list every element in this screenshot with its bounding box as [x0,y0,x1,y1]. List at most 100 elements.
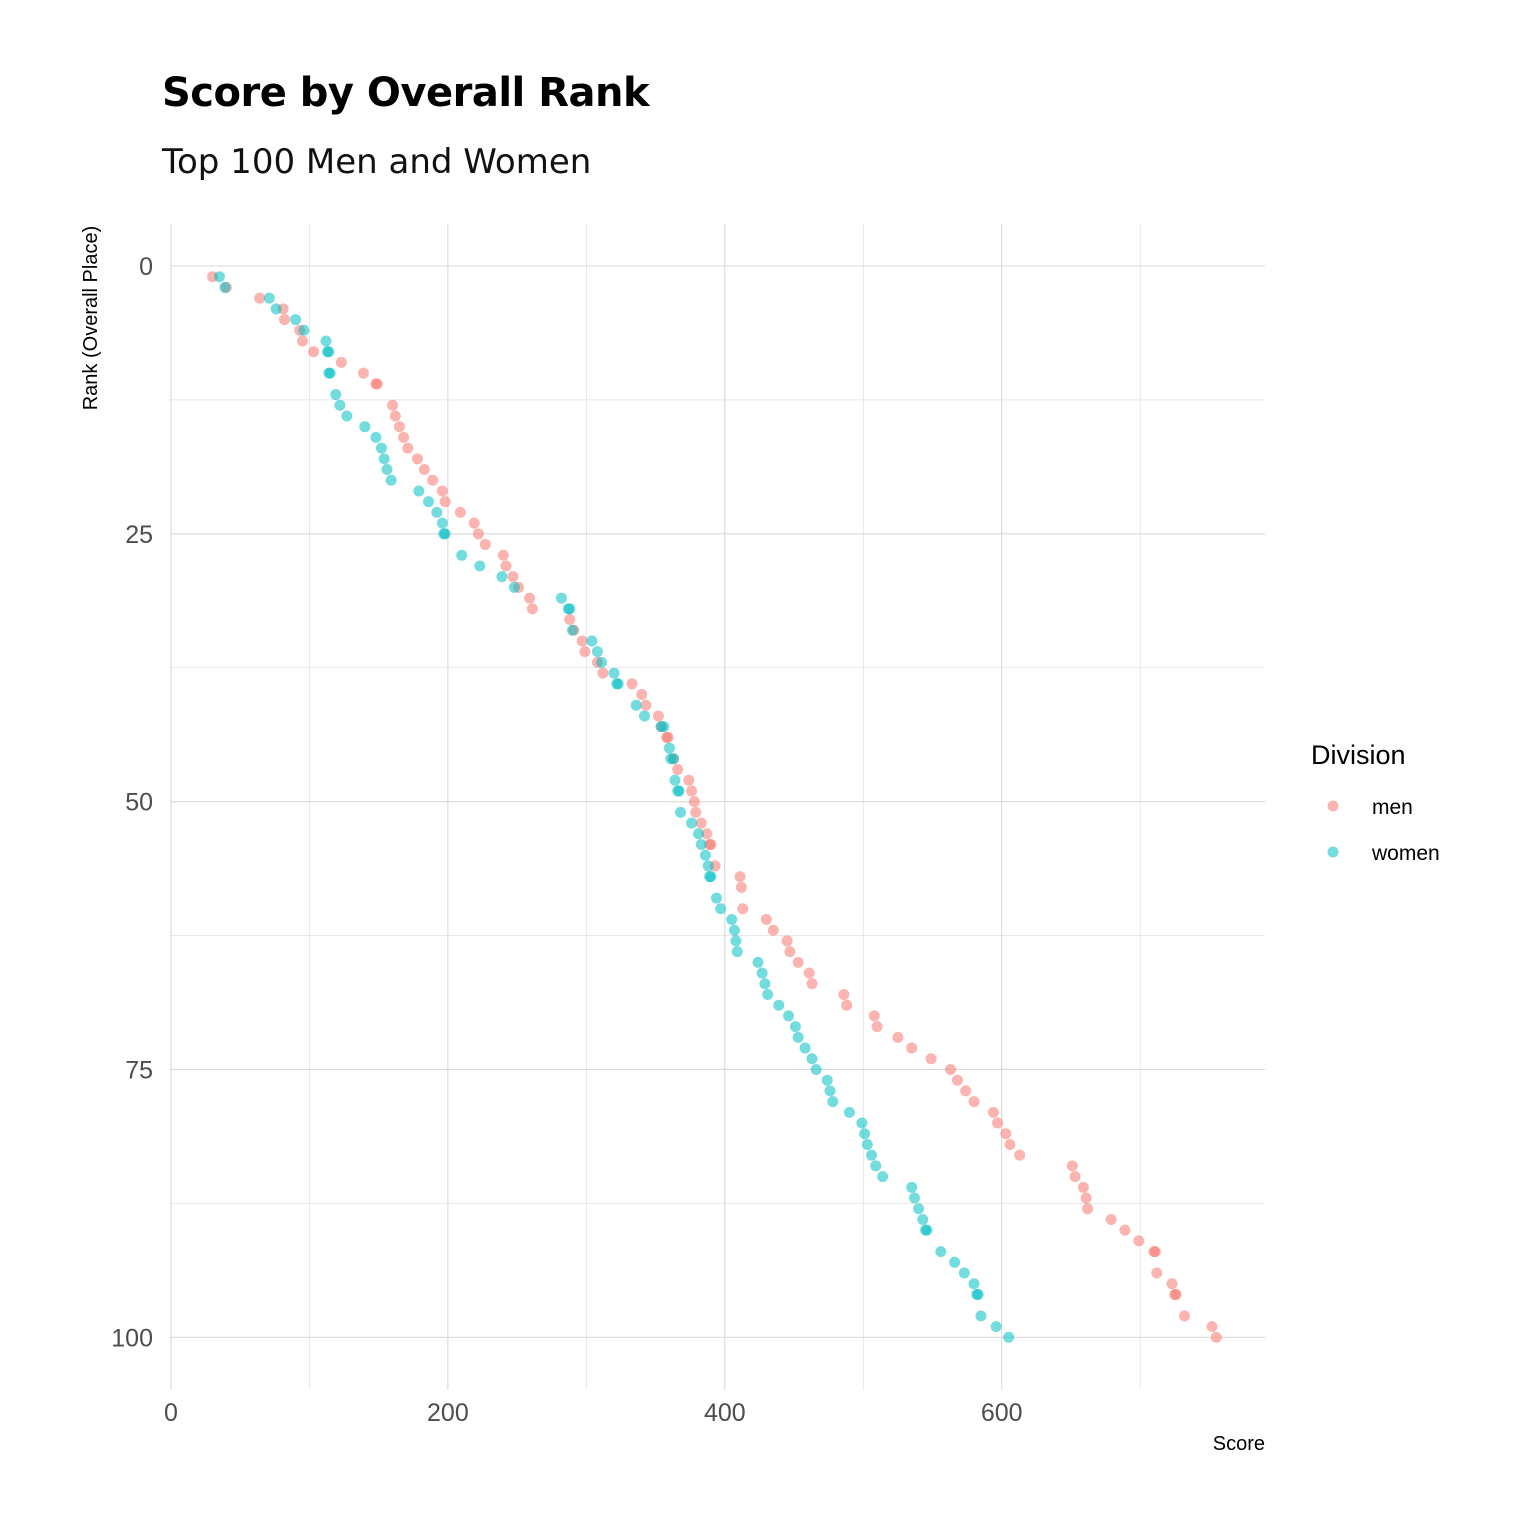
point-men [1082,1203,1094,1215]
point-men [686,785,698,797]
point-women [341,410,353,422]
point-men [418,464,430,476]
point-men [393,421,405,433]
point-women [958,1267,970,1279]
point-women [638,710,650,722]
point-men [1170,1288,1182,1300]
point-women [439,528,451,540]
point-women [330,389,342,401]
y-tick-label: 0 [139,253,153,281]
point-women [591,646,603,658]
point-women [906,1181,918,1193]
point-women [663,742,675,754]
point-women [474,560,486,572]
point-women [612,678,624,690]
point-women [686,817,698,829]
x-tick-label: 0 [164,1399,178,1427]
point-women [859,1128,871,1140]
point-men [1066,1160,1078,1172]
point-women [913,1203,925,1215]
point-women [728,924,740,936]
point-men [781,935,793,947]
point-women [370,431,382,443]
y-tick-label: 25 [125,521,153,549]
point-men [279,314,291,326]
point-women [695,839,707,851]
point-women [564,603,576,615]
point-men [507,571,519,583]
point-women [699,849,711,861]
point-men [968,1096,980,1108]
point-women [219,281,231,293]
point-men [597,667,609,679]
point-women [789,1021,801,1033]
point-men [1077,1181,1089,1193]
point-women [298,324,310,336]
point-men [579,646,591,658]
point-women [658,721,670,733]
point-women [290,314,302,326]
legend: Division men women [1311,740,1440,865]
point-women [949,1256,961,1268]
point-women [990,1321,1002,1333]
point-men [297,335,309,347]
point-men [1149,1246,1161,1258]
point-men [335,356,347,368]
point-women [692,828,704,840]
point-men [690,806,702,818]
point-women [375,442,387,454]
point-men [472,528,484,540]
legend-label-women: women [1371,842,1440,865]
point-men [524,592,536,604]
point-men [701,828,713,840]
point-women [385,474,397,486]
point-women [908,1192,920,1204]
point-women [806,1053,818,1065]
point-men [427,474,439,486]
point-men [526,603,538,615]
point-men [951,1074,963,1086]
point-women [323,346,335,358]
point-men [576,635,588,647]
point-women [596,656,608,668]
point-men [662,731,674,743]
point-women [673,785,685,797]
point-men [672,764,684,776]
point-women [782,1010,794,1022]
point-men [387,399,399,411]
point-women [608,667,620,679]
point-women [870,1160,882,1172]
point-men [803,967,815,979]
point-men [1069,1171,1081,1183]
point-men [806,978,818,990]
y-axis-ticks: 0 25 50 75 100 [111,253,153,1352]
point-men [734,871,746,883]
point-women [668,753,680,765]
point-men [1133,1235,1145,1247]
grid-lines [170,224,1265,1390]
point-men [636,689,648,701]
point-men [841,999,853,1011]
point-men [640,699,652,711]
point-women [324,367,336,379]
point-women [759,978,771,990]
point-men [767,924,779,936]
point-women [726,913,738,925]
point-men [868,1010,880,1022]
point-men [626,678,638,690]
point-men [254,292,266,304]
point-women [567,624,579,636]
point-women [456,549,468,561]
legend-label-men: men [1372,796,1413,819]
point-men [838,988,850,1000]
point-men [1206,1321,1218,1333]
y-tick-label: 75 [125,1056,153,1084]
point-women [810,1063,822,1075]
point-men [784,946,796,958]
point-women [968,1278,980,1290]
point-men [357,367,369,379]
point-men [1119,1224,1131,1236]
point-men [1105,1213,1117,1225]
point-men [992,1117,1004,1129]
point-women [762,988,774,1000]
